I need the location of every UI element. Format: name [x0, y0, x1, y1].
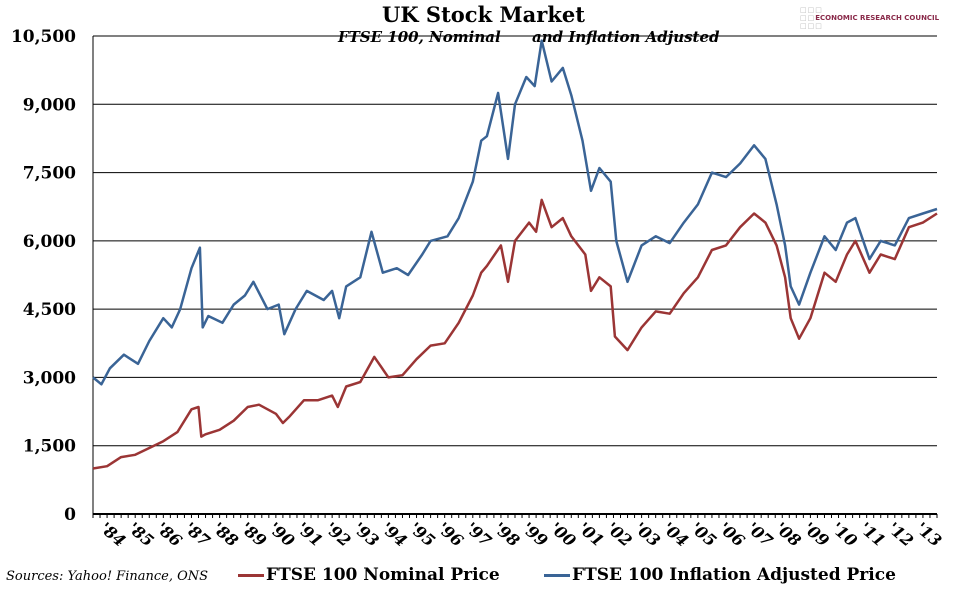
x-tick-label: '05 — [687, 519, 720, 551]
x-tick-label: '04 — [659, 519, 692, 551]
logo-squares-icon: □□□ — [800, 22, 823, 30]
x-tick-label: '98 — [490, 519, 523, 551]
x-tick-label: '09 — [800, 519, 833, 551]
x-tick-label: '89 — [237, 519, 270, 551]
legend-swatch-inflation — [544, 573, 570, 577]
logo-squares-icon: □□□ — [800, 6, 823, 14]
y-tick-label: 0 — [64, 505, 76, 525]
y-tick-label: 4,500 — [23, 300, 76, 320]
x-tick-label: '86 — [153, 519, 186, 551]
y-tick-label: 6,000 — [23, 232, 76, 252]
x-tick-label: '92 — [321, 519, 354, 551]
x-tick-label: '03 — [631, 519, 664, 551]
x-tick-label: '11 — [856, 519, 889, 551]
series-line-inflation-adjusted — [92, 39, 938, 386]
x-tick-label: '00 — [547, 519, 580, 551]
chart-title: UK Stock Market — [382, 2, 585, 27]
logo-squares-icon: □□ — [800, 14, 816, 22]
logo: □□□ □□ECONOMIC RESEARCH COUNCIL □□□ — [800, 6, 939, 30]
x-tick-label: '12 — [884, 519, 917, 551]
x-tick-label: '93 — [350, 519, 383, 551]
y-tick-label: 10,500 — [11, 27, 76, 47]
y-tick-label: 7,500 — [23, 164, 76, 184]
source-note: Sources: Yahoo! Finance, ONS — [6, 569, 209, 584]
x-tick-label: '06 — [715, 519, 748, 551]
series-line-nominal — [92, 198, 938, 470]
x-tick-label: '10 — [828, 519, 861, 551]
legend-item-inflation: FTSE 100 Inflation Adjusted Price — [544, 565, 896, 585]
x-tick-label: '08 — [772, 519, 805, 551]
legend-label-nominal: FTSE 100 Nominal Price — [266, 565, 500, 585]
x-tick-label: '91 — [293, 519, 326, 551]
x-tick-label: '84 — [96, 519, 129, 551]
x-tick-label: '02 — [603, 519, 636, 551]
y-tick-label: 1,500 — [23, 437, 76, 457]
legend-swatch-nominal — [238, 573, 264, 577]
x-tick-label: '95 — [406, 519, 439, 551]
x-tick-label: '01 — [575, 519, 608, 551]
chart-subtitle: FTSE 100, Nominal and Inflation Adjusted — [338, 28, 720, 46]
y-tick-label: 3,000 — [23, 368, 76, 388]
x-tick-label: '96 — [434, 519, 467, 551]
x-tick-label: '87 — [181, 519, 214, 551]
logo-text: ECONOMIC RESEARCH COUNCIL — [815, 14, 940, 22]
legend-label-inflation: FTSE 100 Inflation Adjusted Price — [572, 565, 896, 585]
y-tick-label: 9,000 — [23, 95, 76, 115]
x-tick-label: '90 — [265, 519, 298, 551]
x-tick-label: '99 — [518, 519, 551, 551]
x-tick-label: '13 — [912, 519, 945, 551]
x-tick-label: '97 — [462, 519, 495, 551]
x-tick-label: '88 — [209, 519, 242, 551]
x-tick-label: '94 — [378, 519, 411, 551]
x-tick-label: '85 — [125, 519, 158, 551]
legend-item-nominal: FTSE 100 Nominal Price — [238, 565, 500, 585]
x-tick-label: '07 — [743, 519, 776, 551]
